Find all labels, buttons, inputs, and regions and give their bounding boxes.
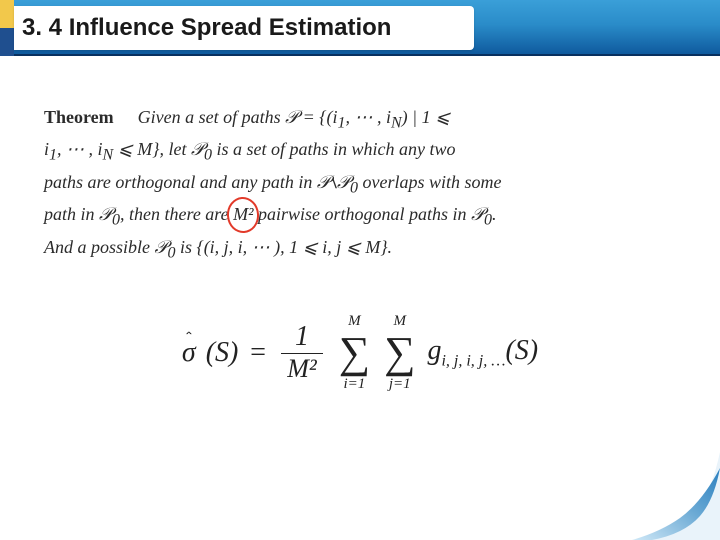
set-P0: 𝒫 [99, 204, 112, 224]
theorem-frag: ⩽ M}, let [113, 139, 191, 159]
theorem-frag: , ⋯ , i [57, 139, 103, 159]
circled-M2: M² [233, 201, 253, 229]
theorem-frag: . [492, 204, 497, 224]
theorem-frag: is {(i, j, i, ⋯ ), 1 ⩽ i, j ⩽ M}. [175, 237, 392, 257]
lhs-arg: (S) [206, 337, 239, 369]
formula-block: ＾ σ (S) = 1 M² M ∑ i=1 M ∑ j=1 gi, j, i,… [44, 314, 676, 392]
theorem-frag: And a possible [44, 237, 155, 257]
theorem-frag: Given a set of paths [138, 107, 285, 127]
theorem-frag: = {(i [298, 107, 337, 127]
title-region: 3. 4 Influence Spread Estimation [14, 6, 474, 50]
sum-i: M ∑ i=1 [339, 314, 370, 392]
theorem-frag: pairwise orthogonal paths in [254, 204, 472, 224]
equals-sign: = [248, 337, 267, 369]
theorem-frag: overlaps with some [358, 172, 502, 192]
sum-lower: j=1 [389, 377, 411, 392]
set-P0: 𝒫 [471, 204, 484, 224]
subscript: 0 [204, 147, 212, 164]
fraction: 1 M² [281, 321, 322, 384]
subscript: 0 [112, 212, 120, 229]
g-subscript: i, j, i, j, … [441, 353, 505, 370]
theorem-frag: path in [44, 204, 99, 224]
subscript: N [103, 147, 114, 164]
subscript: N [391, 115, 402, 132]
page-title: 3. 4 Influence Spread Estimation [22, 14, 391, 42]
sum-j: M ∑ j=1 [384, 314, 415, 392]
theorem-frag: , then there are [120, 204, 233, 224]
sigma-symbol: ∑ [339, 331, 370, 375]
subscript: 0 [484, 212, 492, 229]
accent-blue-stripe [0, 28, 14, 56]
accent-yellow-stripe [0, 0, 14, 28]
theorem-frag: paths are orthogonal and any path in [44, 172, 317, 192]
header-left-accent [0, 0, 14, 56]
set-diff: 𝒫∖𝒫 [317, 172, 350, 192]
M-squared: M² [233, 204, 253, 224]
set-P0: 𝒫 [155, 237, 168, 257]
sigma-symbol: ∑ [384, 331, 415, 375]
fraction-numerator: 1 [289, 321, 315, 353]
g-arg: (S) [505, 335, 538, 366]
theorem-label: Theorem [44, 107, 114, 127]
g-term: gi, j, i, j, …(S) [427, 335, 538, 371]
theorem-text: Given a set of paths 𝒫 = {(i1, ⋯ , iN) |… [44, 107, 502, 257]
theorem-frag: ) | 1 ⩽ [402, 107, 451, 127]
sum-upper: M [348, 314, 361, 329]
formula-inner: ＾ σ (S) = 1 M² M ∑ i=1 M ∑ j=1 gi, j, i,… [182, 314, 538, 392]
theorem-block: TheoremGiven a set of paths 𝒫 = {(i1, ⋯ … [44, 104, 676, 266]
subscript: 1 [49, 147, 57, 164]
set-P0: 𝒫 [191, 139, 204, 159]
sum-upper: M [394, 314, 407, 329]
page-curl-icon [632, 452, 720, 540]
theorem-frag: , ⋯ , i [345, 107, 391, 127]
slide-body: TheoremGiven a set of paths 𝒫 = {(i1, ⋯ … [0, 56, 720, 540]
fraction-denominator: M² [281, 354, 322, 384]
set-P: 𝒫 [285, 107, 298, 127]
hat-glyph: ＾ [180, 329, 198, 355]
g-letter: g [427, 335, 441, 366]
sigma-hat: ＾ σ [182, 337, 196, 369]
sum-lower: i=1 [343, 377, 365, 392]
theorem-frag: is a set of paths in which any two [212, 139, 456, 159]
subscript: 0 [350, 179, 358, 196]
header-bar: 3. 4 Influence Spread Estimation [0, 0, 720, 56]
